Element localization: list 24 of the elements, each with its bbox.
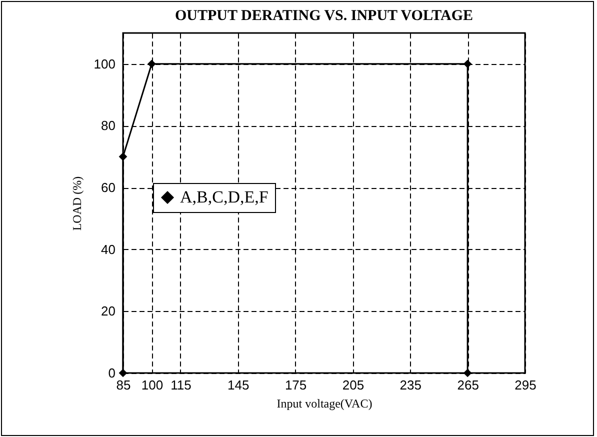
x-tick-label: 115 — [170, 378, 192, 392]
y-tick-label: 40 — [101, 242, 116, 257]
point — [118, 152, 128, 161]
x-tick-label: 235 — [400, 378, 422, 392]
point — [118, 368, 128, 378]
point — [148, 60, 156, 68]
point — [463, 368, 472, 378]
point — [463, 60, 472, 68]
legend-label: A,B,C,D,E,F — [180, 188, 268, 206]
x-tick-label: 205 — [342, 378, 364, 392]
chart-title: OUTPUT DERATING VS. INPUT VOLTAGE — [175, 8, 473, 24]
x-tick-label: 175 — [284, 378, 307, 392]
x-axis-title: Input voltage(VAC) — [276, 396, 372, 410]
x-tick-label: 100 — [141, 378, 164, 392]
y-axis-title: LOAD (%) — [70, 176, 84, 231]
y-tick-label: 20 — [101, 304, 116, 319]
x-tick-label: 85 — [116, 378, 131, 392]
y-tick-label: 100 — [94, 56, 116, 72]
x-tick-label: 295 — [514, 378, 536, 392]
y-tick-label: 60 — [101, 180, 116, 196]
y-tick-label: 80 — [101, 118, 116, 134]
x-tick-label: 145 — [228, 378, 250, 392]
y-tick-label: 0 — [108, 366, 116, 380]
x-tick-label: 265 — [457, 378, 479, 392]
